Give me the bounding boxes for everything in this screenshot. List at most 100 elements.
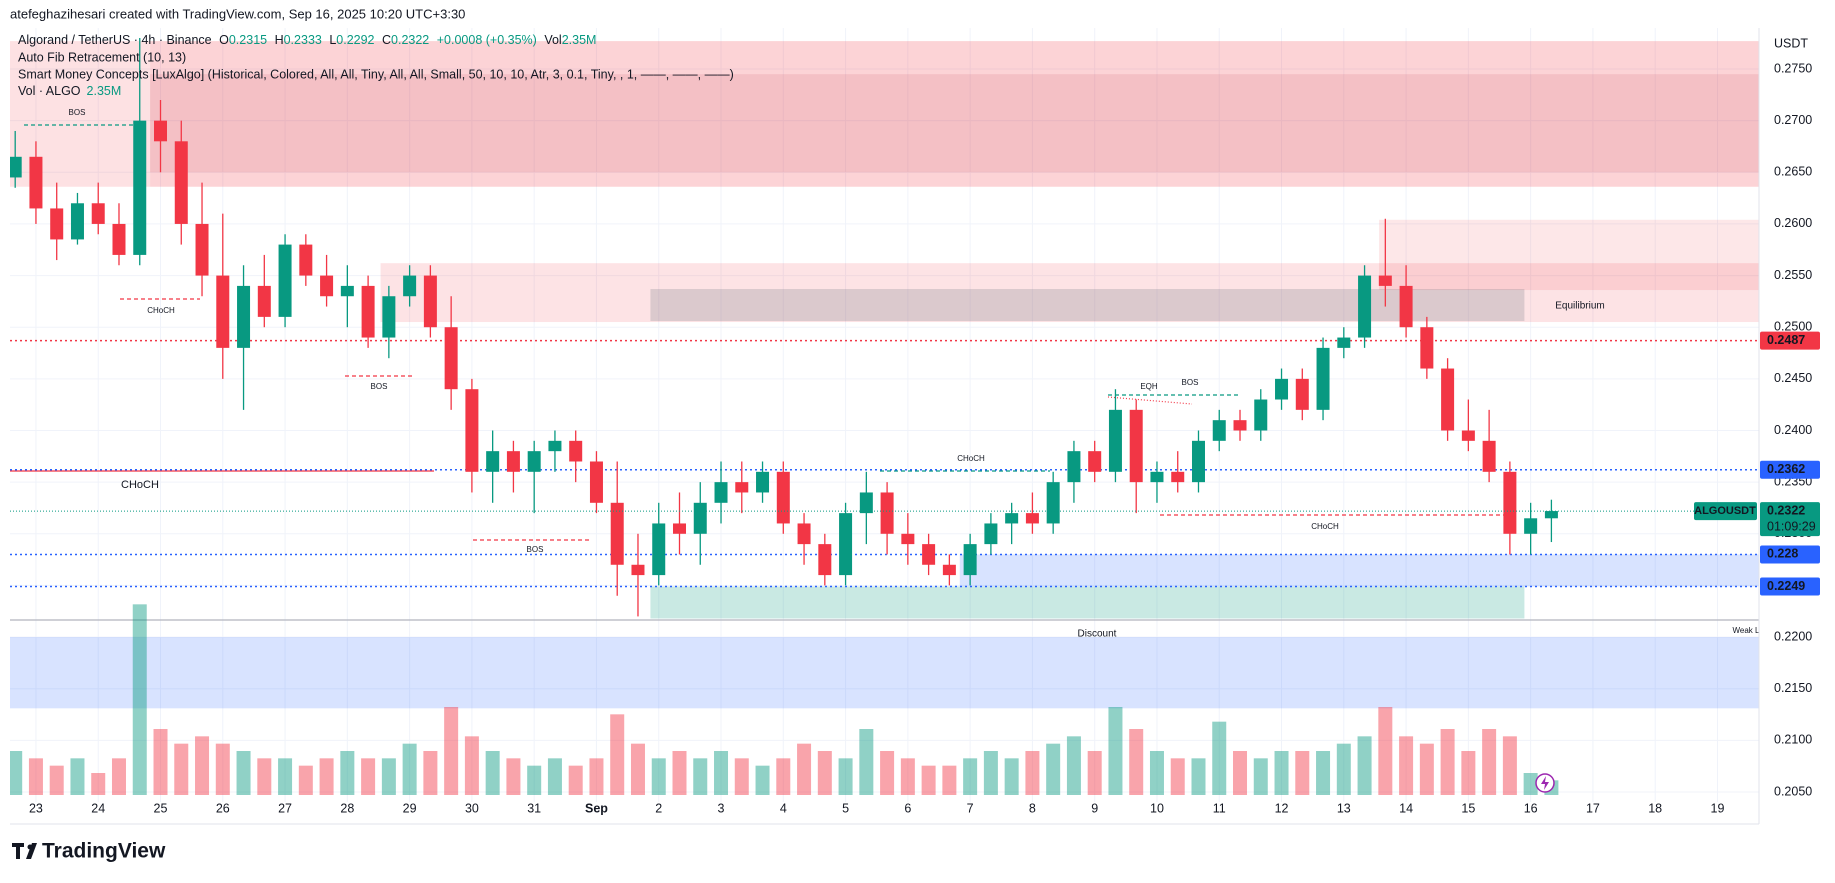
x-tick-label: 29 xyxy=(403,801,417,815)
alert-icon[interactable] xyxy=(1535,773,1555,793)
annotation: CHoCH xyxy=(121,479,159,491)
zone xyxy=(650,586,1525,619)
candle-body xyxy=(1275,378,1289,400)
x-tick-label: 8 xyxy=(1029,801,1036,815)
volume-bar xyxy=(776,758,791,795)
volume-bar xyxy=(880,751,895,795)
annotation: CHoCH xyxy=(147,306,175,315)
candle-body xyxy=(112,223,126,255)
symbol-label: ALGOUSDT xyxy=(1694,505,1756,517)
volume-bar xyxy=(1274,751,1289,795)
candle-body xyxy=(963,544,977,576)
volume-bar xyxy=(195,736,210,795)
level-label: 0.2362 xyxy=(1767,462,1805,476)
candle-body xyxy=(610,502,624,565)
candle-body xyxy=(880,492,894,534)
volume-legend: Vol · ALGO 2.35M xyxy=(18,84,121,98)
candle-body xyxy=(1482,440,1496,472)
x-tick-label: 4 xyxy=(780,801,787,815)
volume-bar xyxy=(257,758,272,795)
o-label: O xyxy=(219,33,229,47)
y-tick-label: 0.2200 xyxy=(1774,629,1812,643)
candle-body xyxy=(714,482,728,503)
y-tick-label: 0.2550 xyxy=(1774,268,1812,282)
volume-bar xyxy=(1253,758,1268,795)
candle-body xyxy=(818,544,832,576)
annotation: BOS xyxy=(371,382,388,391)
level-label: 0.2487 xyxy=(1767,333,1805,347)
x-tick-label: 27 xyxy=(278,801,292,815)
volume-bar xyxy=(1191,758,1206,795)
volume-bar xyxy=(547,758,562,795)
legend-line: Algorand / TetherUS · 4h · Binance O0.23… xyxy=(18,33,596,47)
candle-body xyxy=(693,502,707,534)
volume-bar xyxy=(278,758,293,795)
candle-body xyxy=(672,523,686,534)
l-value: 0.2292 xyxy=(336,33,374,47)
x-tick-label: 11 xyxy=(1213,801,1226,815)
volume-bar xyxy=(153,729,168,795)
candle-body xyxy=(361,285,375,338)
annotation: BOS xyxy=(69,108,86,117)
volume-bar xyxy=(298,765,313,795)
volume-bar xyxy=(319,758,334,795)
volume-bar xyxy=(1316,751,1331,795)
y-tick-label: 0.2150 xyxy=(1774,681,1812,695)
volume-bar xyxy=(506,758,521,795)
volume-bar xyxy=(423,751,438,795)
candle-body xyxy=(299,244,313,276)
x-tick-label: 14 xyxy=(1399,801,1413,815)
candle-body xyxy=(423,275,437,328)
candle-body xyxy=(1150,471,1164,483)
plot-area: BOS CHoCH BOS CHoCH BOS CHoCH EQH BOS CHoCH Equil… xyxy=(10,28,1759,802)
candle-body xyxy=(1005,513,1019,524)
volume-bar xyxy=(1087,751,1102,795)
y-tick-label: 0.2400 xyxy=(1774,423,1812,437)
volume-bar xyxy=(132,604,147,795)
x-tick-label: 28 xyxy=(340,801,354,815)
candle-body xyxy=(444,327,458,390)
x-tick-label: 3 xyxy=(718,801,725,815)
candle-body xyxy=(859,492,873,514)
candle-body xyxy=(486,451,500,472)
candle-body xyxy=(278,244,292,317)
candle-body xyxy=(340,285,354,297)
volume-bar xyxy=(1066,736,1081,795)
x-tick-label: 23 xyxy=(29,801,43,815)
x-tick-label: 31 xyxy=(527,801,541,815)
candle-body xyxy=(901,533,915,545)
candle-body xyxy=(1544,511,1558,519)
candle-body xyxy=(1171,471,1185,483)
volume-bar xyxy=(1129,729,1144,795)
indicator: Auto Fib Retracement (10, 13) xyxy=(18,50,186,64)
candle-body xyxy=(548,440,562,452)
candle-body xyxy=(1420,327,1434,369)
volume-bar xyxy=(1399,736,1414,795)
volume-bar xyxy=(1025,751,1040,795)
volume-bar xyxy=(174,743,189,795)
x-tick-label: 17 xyxy=(1586,801,1600,815)
volume-bar xyxy=(942,765,957,795)
legend: Algorand / TetherUS · 4h · Binance O0.23… xyxy=(18,33,734,98)
candle-body xyxy=(1088,451,1102,472)
volume-bar xyxy=(91,773,106,795)
candle-body xyxy=(257,285,271,317)
currency: USDT xyxy=(1774,36,1808,50)
y-tick-label: 0.2450 xyxy=(1774,371,1812,385)
volume-bar xyxy=(485,751,500,795)
zone xyxy=(10,637,1759,709)
volume-bar xyxy=(464,736,479,795)
x-tick-label: 16 xyxy=(1524,801,1538,815)
candle-body xyxy=(1399,285,1413,328)
candle-body xyxy=(174,141,188,224)
candle-body xyxy=(631,564,645,576)
candle-body xyxy=(1254,399,1268,431)
x-tick-label: 6 xyxy=(904,801,911,815)
candle-body xyxy=(320,275,334,297)
c-value: 0.2322 xyxy=(391,33,429,47)
volume-bar xyxy=(1461,751,1476,795)
volume-bar xyxy=(755,765,770,795)
volume-bar xyxy=(610,714,625,795)
